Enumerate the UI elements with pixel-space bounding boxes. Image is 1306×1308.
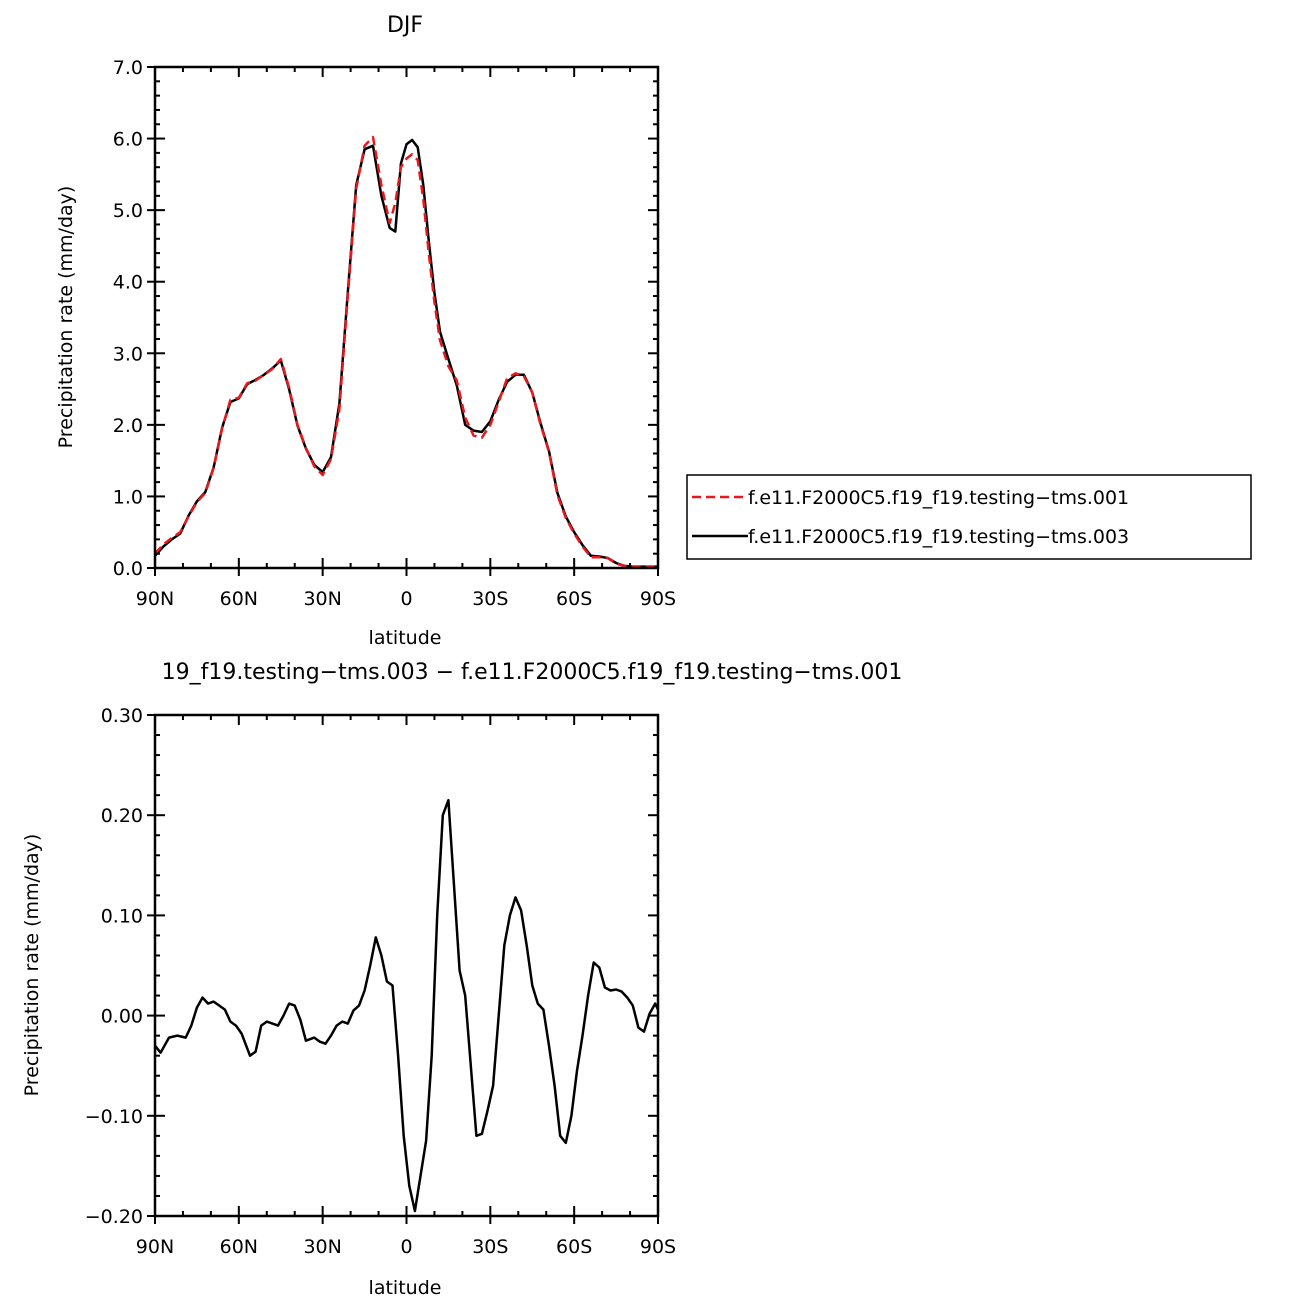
bottom-y-tick-label: 0.20	[101, 805, 143, 827]
bottom-x-tick-label: 60N	[220, 1236, 258, 1258]
bottom-ticks-layer	[147, 714, 659, 1224]
bottom-x-tick-label: 90N	[136, 1236, 174, 1258]
top-x-axis-label: latitude	[369, 627, 442, 649]
top-plot-frame	[153, 65, 660, 570]
top-y-tick-labels: 0.0 1.0 2.0 3.0 4.0 5.0 6.0 7.0	[113, 57, 143, 580]
top-x-tick-label: 60S	[556, 588, 592, 610]
top-y-tick-label: 4.0	[113, 272, 143, 294]
legend-box	[686, 474, 1252, 560]
bottom-x-tick-label: 90S	[640, 1236, 676, 1258]
top-x-tick-label: 0	[400, 588, 412, 610]
top-x-tick-label: 60N	[220, 588, 258, 610]
legend-label-003: f.e11.F2000C5.f19_f19.testing−tms.003	[748, 526, 1129, 548]
top-ticks-layer	[147, 66, 659, 576]
top-y-tick-label: 6.0	[113, 129, 143, 151]
top-y-tick-label: 5.0	[113, 200, 143, 222]
bottom-y-tick-label: −0.10	[85, 1106, 143, 1128]
bottom-y-tick-label: 0.30	[101, 705, 143, 727]
bottom-panel: 19_f19.testing−tms.003 − f.e11.F2000C5.f…	[21, 660, 902, 1299]
top-x-tick-labels: 90N 60N 30N 0 30S 60S 90S	[136, 588, 676, 610]
bottom-x-tick-labels: 90N 60N 30N 0 30S 60S 90S	[136, 1236, 676, 1258]
legend: f.e11.F2000C5.f19_f19.testing−tms.001 f.…	[686, 474, 1252, 560]
bottom-x-tick-label: 30S	[472, 1236, 508, 1258]
bottom-y-tick-label: 0.10	[101, 905, 143, 927]
top-y-tick-label: 7.0	[113, 57, 143, 79]
bottom-x-tick-label: 0	[400, 1236, 412, 1258]
top-panel: DJF 0.0 1.0 2.0 3.0 4.0 5.0 6.0 7.0 90N 60N 30N 0 3…	[55, 13, 1252, 649]
bottom-x-tick-label: 30N	[303, 1236, 341, 1258]
legend-label-001: f.e11.F2000C5.f19_f19.testing−tms.001	[748, 487, 1129, 509]
top-x-tick-label: 30S	[472, 588, 508, 610]
bottom-x-tick-label: 60S	[556, 1236, 592, 1258]
bottom-x-axis-label: latitude	[369, 1277, 442, 1299]
bottom-series-line-0	[154, 798, 660, 1213]
top-y-tick-label: 0.0	[113, 558, 143, 580]
bottom-chart-title: 19_f19.testing−tms.003 − f.e11.F2000C5.f…	[162, 660, 903, 685]
top-x-tick-label: 30N	[303, 588, 341, 610]
top-y-tick-label: 3.0	[113, 343, 143, 365]
top-y-axis-label: Precipitation rate (mm/day)	[55, 186, 77, 449]
top-series-line-1	[154, 138, 658, 568]
top-y-tick-label: 2.0	[113, 415, 143, 437]
top-series-line-0	[154, 135, 658, 568]
bottom-series-layer	[154, 798, 660, 1213]
bottom-y-tick-label: −0.20	[85, 1206, 143, 1228]
bottom-y-tick-label: 0.00	[101, 1006, 143, 1028]
top-chart-title: DJF	[387, 13, 423, 38]
top-x-tick-label: 90S	[640, 588, 676, 610]
bottom-y-axis-label: Precipitation rate (mm/day)	[21, 834, 43, 1097]
top-x-tick-label: 90N	[136, 588, 174, 610]
bottom-y-tick-labels: −0.20 −0.10 0.00 0.10 0.20 0.30	[85, 705, 143, 1228]
top-series-layer	[154, 135, 658, 568]
bottom-plot-frame	[153, 713, 660, 1218]
top-y-tick-label: 1.0	[113, 486, 143, 508]
